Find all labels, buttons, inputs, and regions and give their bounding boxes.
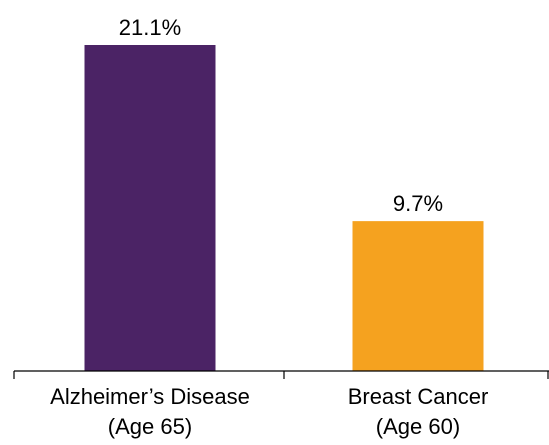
bar-value-label: 21.1% — [119, 15, 181, 40]
category-labels-group: Alzheimer’s Disease (Age 65) Breast Cancer… — [50, 384, 488, 439]
bars-group — [84, 45, 484, 371]
category-label-line: Breast Cancer — [348, 384, 489, 409]
category-label-line: Alzheimer’s Disease — [50, 384, 250, 409]
bar-value-label: 9.7% — [393, 191, 443, 216]
bar-0 — [84, 45, 216, 371]
bar-1 — [352, 221, 484, 371]
x-ticks-group — [13, 371, 549, 379]
value-labels-group: 21.1% 9.7% — [119, 15, 443, 216]
category-label-line: (Age 60) — [376, 414, 460, 439]
category-label-line: (Age 65) — [108, 414, 192, 439]
